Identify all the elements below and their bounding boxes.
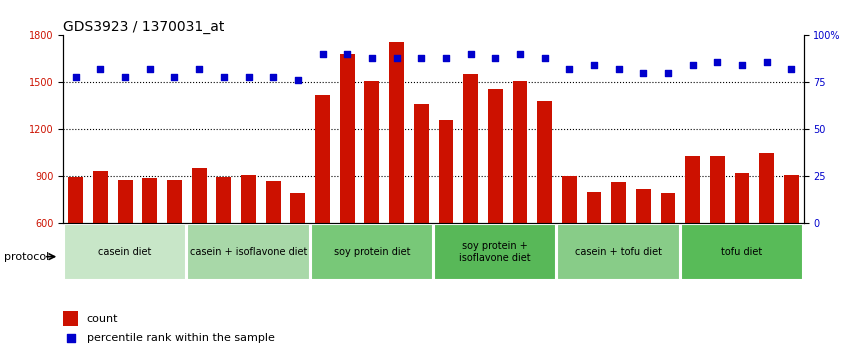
Bar [734, 173, 750, 317]
Bar [537, 101, 552, 317]
Bar [63, 312, 78, 326]
Point [488, 55, 502, 61]
Point [217, 74, 231, 80]
Bar [710, 156, 725, 317]
Bar [365, 81, 379, 317]
Bar [167, 180, 182, 317]
Bar [69, 177, 83, 317]
Point [69, 74, 83, 80]
Point [514, 51, 527, 57]
Bar [661, 193, 675, 317]
Text: GDS3923 / 1370031_at: GDS3923 / 1370031_at [63, 21, 225, 34]
Bar [187, 224, 310, 280]
Point [662, 70, 675, 76]
Text: protocol: protocol [4, 252, 49, 262]
Bar [315, 95, 330, 317]
Point [784, 66, 798, 72]
Point [266, 74, 280, 80]
Bar [784, 175, 799, 317]
Bar [685, 156, 700, 317]
Point [118, 74, 132, 80]
Bar [118, 180, 133, 317]
Point [415, 55, 428, 61]
Bar [290, 193, 305, 317]
Point [143, 66, 157, 72]
Bar [759, 153, 774, 317]
Text: soy protein +
isoflavone diet: soy protein + isoflavone diet [459, 241, 531, 263]
Point [94, 66, 107, 72]
Point [538, 55, 552, 61]
Bar [241, 175, 255, 317]
Bar [142, 178, 157, 317]
Point [64, 335, 78, 341]
Point [316, 51, 329, 57]
Point [340, 51, 354, 57]
Point [192, 66, 206, 72]
Bar [434, 224, 557, 280]
Text: casein + tofu diet: casein + tofu diet [575, 247, 662, 257]
Point [563, 66, 576, 72]
Bar [340, 54, 354, 317]
Bar [389, 42, 404, 317]
Point [760, 59, 773, 64]
Point [587, 63, 601, 68]
Text: count: count [86, 314, 118, 324]
Point [636, 70, 650, 76]
Bar [558, 224, 680, 280]
Text: casein + isoflavone diet: casein + isoflavone diet [190, 247, 307, 257]
Text: percentile rank within the sample: percentile rank within the sample [86, 333, 275, 343]
Point [365, 55, 379, 61]
Bar [611, 182, 626, 317]
Point [612, 66, 625, 72]
Point [168, 74, 181, 80]
Bar [562, 176, 577, 317]
Point [291, 78, 305, 83]
Bar [192, 168, 206, 317]
Point [711, 59, 724, 64]
Text: tofu diet: tofu diet [722, 247, 762, 257]
Point [242, 74, 255, 80]
Text: casein diet: casein diet [98, 247, 151, 257]
Bar [266, 181, 281, 317]
Bar [586, 192, 602, 317]
Bar [488, 88, 503, 317]
Bar [636, 189, 651, 317]
Bar [64, 224, 186, 280]
Point [686, 63, 700, 68]
Bar [414, 104, 429, 317]
Bar [217, 177, 231, 317]
Bar [463, 74, 478, 317]
Text: soy protein diet: soy protein diet [333, 247, 410, 257]
Bar [438, 120, 453, 317]
Bar [310, 224, 433, 280]
Point [439, 55, 453, 61]
Bar [681, 224, 803, 280]
Point [390, 55, 404, 61]
Point [464, 51, 477, 57]
Bar [93, 171, 107, 317]
Bar [513, 81, 527, 317]
Point [735, 63, 749, 68]
